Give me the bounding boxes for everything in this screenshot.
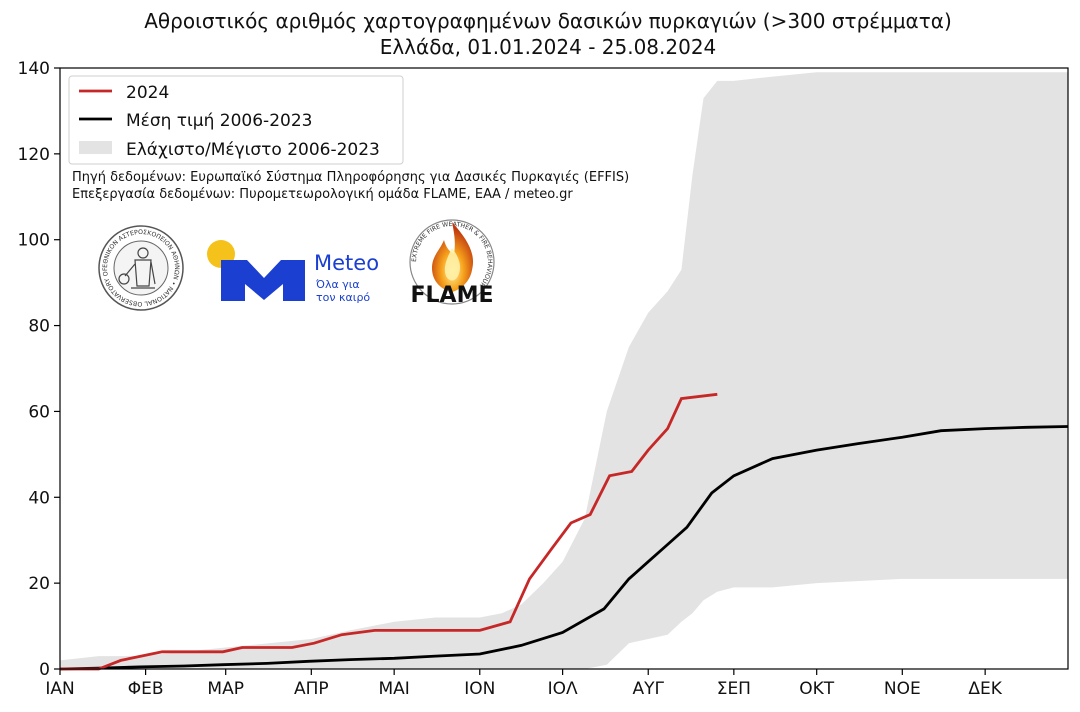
- chart-title: Αθροιστικός αριθμός χαρτογραφημένων δασι…: [144, 9, 952, 33]
- mean-line: [59, 425, 1069, 671]
- x-tick-label: ΣΕΠ: [717, 679, 751, 699]
- y-tick-label: 140: [18, 59, 50, 79]
- line-2024: [60, 392, 718, 671]
- chart-subtitle: Ελλάδα, 01.01.2024 - 25.08.2024: [380, 35, 717, 59]
- y-tick-label: 120: [18, 145, 50, 165]
- plot-frame: [59, 67, 1069, 670]
- y-tick-label: 40: [28, 488, 50, 508]
- flame-logo: EXTREME FIRE WEATHER & FIRE BEHAVIOUR FL…: [409, 219, 495, 308]
- processing-note: Επεξεργασία δεδομένων: Πυρομετεωρολογική…: [72, 187, 573, 202]
- athena-figure-icon: [118, 247, 156, 289]
- x-tick-label: ΑΠΡ: [294, 679, 329, 699]
- y-tick-label: 80: [28, 317, 50, 337]
- flame-name: FLAME: [411, 283, 494, 308]
- x-tick-label: ΝΟΕ: [884, 679, 921, 699]
- x-tick-label: ΙΟΝ: [464, 679, 495, 699]
- x-tick-label: ΦΕΒ: [128, 679, 164, 699]
- x-axis: ΙΑΝ ΦΕΒ ΜΑΡ ΑΠΡ ΜΑΙ ΙΟΝ ΙΟΛ ΑΥΓ ΣΕΠ ΟΚΤ ΝΟΕ ΔΕΚ: [45, 669, 1003, 699]
- source-note: Πηγή δεδομένων: Ευρωπαϊκό Σύστημα Πληροφ…: [72, 170, 629, 185]
- y-tick-label: 100: [18, 231, 50, 251]
- legend-box: [68, 75, 404, 165]
- x-tick-label: ΑΥΓ: [632, 679, 664, 699]
- y-tick-label: 20: [28, 574, 50, 594]
- legend-swatch-band: [79, 141, 112, 154]
- fire-inner-icon: [444, 248, 460, 281]
- y-tick-label: 60: [28, 402, 50, 422]
- y-axis: 0 20 40 60 80 100 120 140: [18, 59, 60, 680]
- x-tick-label: ΔΕΚ: [968, 679, 1002, 699]
- x-tick-label: ΙΑΝ: [45, 679, 74, 699]
- x-tick-label: ΟΚΤ: [799, 679, 835, 699]
- x-tick-label: ΜΑΙ: [379, 679, 410, 699]
- legend: 2024 Μέση τιμή 2006-2023 Ελάχιστο/Μέγιστ…: [68, 75, 404, 165]
- noa-logo: ΕΘΝΙΚΟΝ ΑΣΤΕΡΟΣΚΟΠΕΙΟΝ ΑΘΗΝΩΝ • NATIONAL…: [98, 225, 184, 311]
- x-tick-label: ΜΑΡ: [207, 679, 244, 699]
- plot-area: 0 20 40 60 80 100 120 140 ΙΑΝ ΦΕΒ ΜΑΡ ΑΠΡ ΜΑΙ ΙΟΝ ΙΟΛ…: [18, 59, 1069, 699]
- meteo-m-icon: [221, 260, 305, 301]
- meteo-name: Meteo: [314, 251, 379, 275]
- min-max-band: [60, 72, 1068, 670]
- meteo-tagline-2: τον καιρό: [316, 291, 370, 304]
- legend-label-mean: Μέση τιμή 2006-2023: [126, 111, 312, 131]
- meteo-tagline-1: Όλα για: [315, 278, 360, 291]
- legend-label-band: Ελάχιστο/Μέγιστο 2006-2023: [126, 140, 380, 160]
- legend-label-2024: 2024: [126, 83, 169, 103]
- meteo-logo: Meteo Όλα για τον καιρό: [207, 240, 379, 304]
- y-tick-label: 0: [39, 660, 50, 680]
- x-tick-label: ΙΟΛ: [548, 679, 578, 699]
